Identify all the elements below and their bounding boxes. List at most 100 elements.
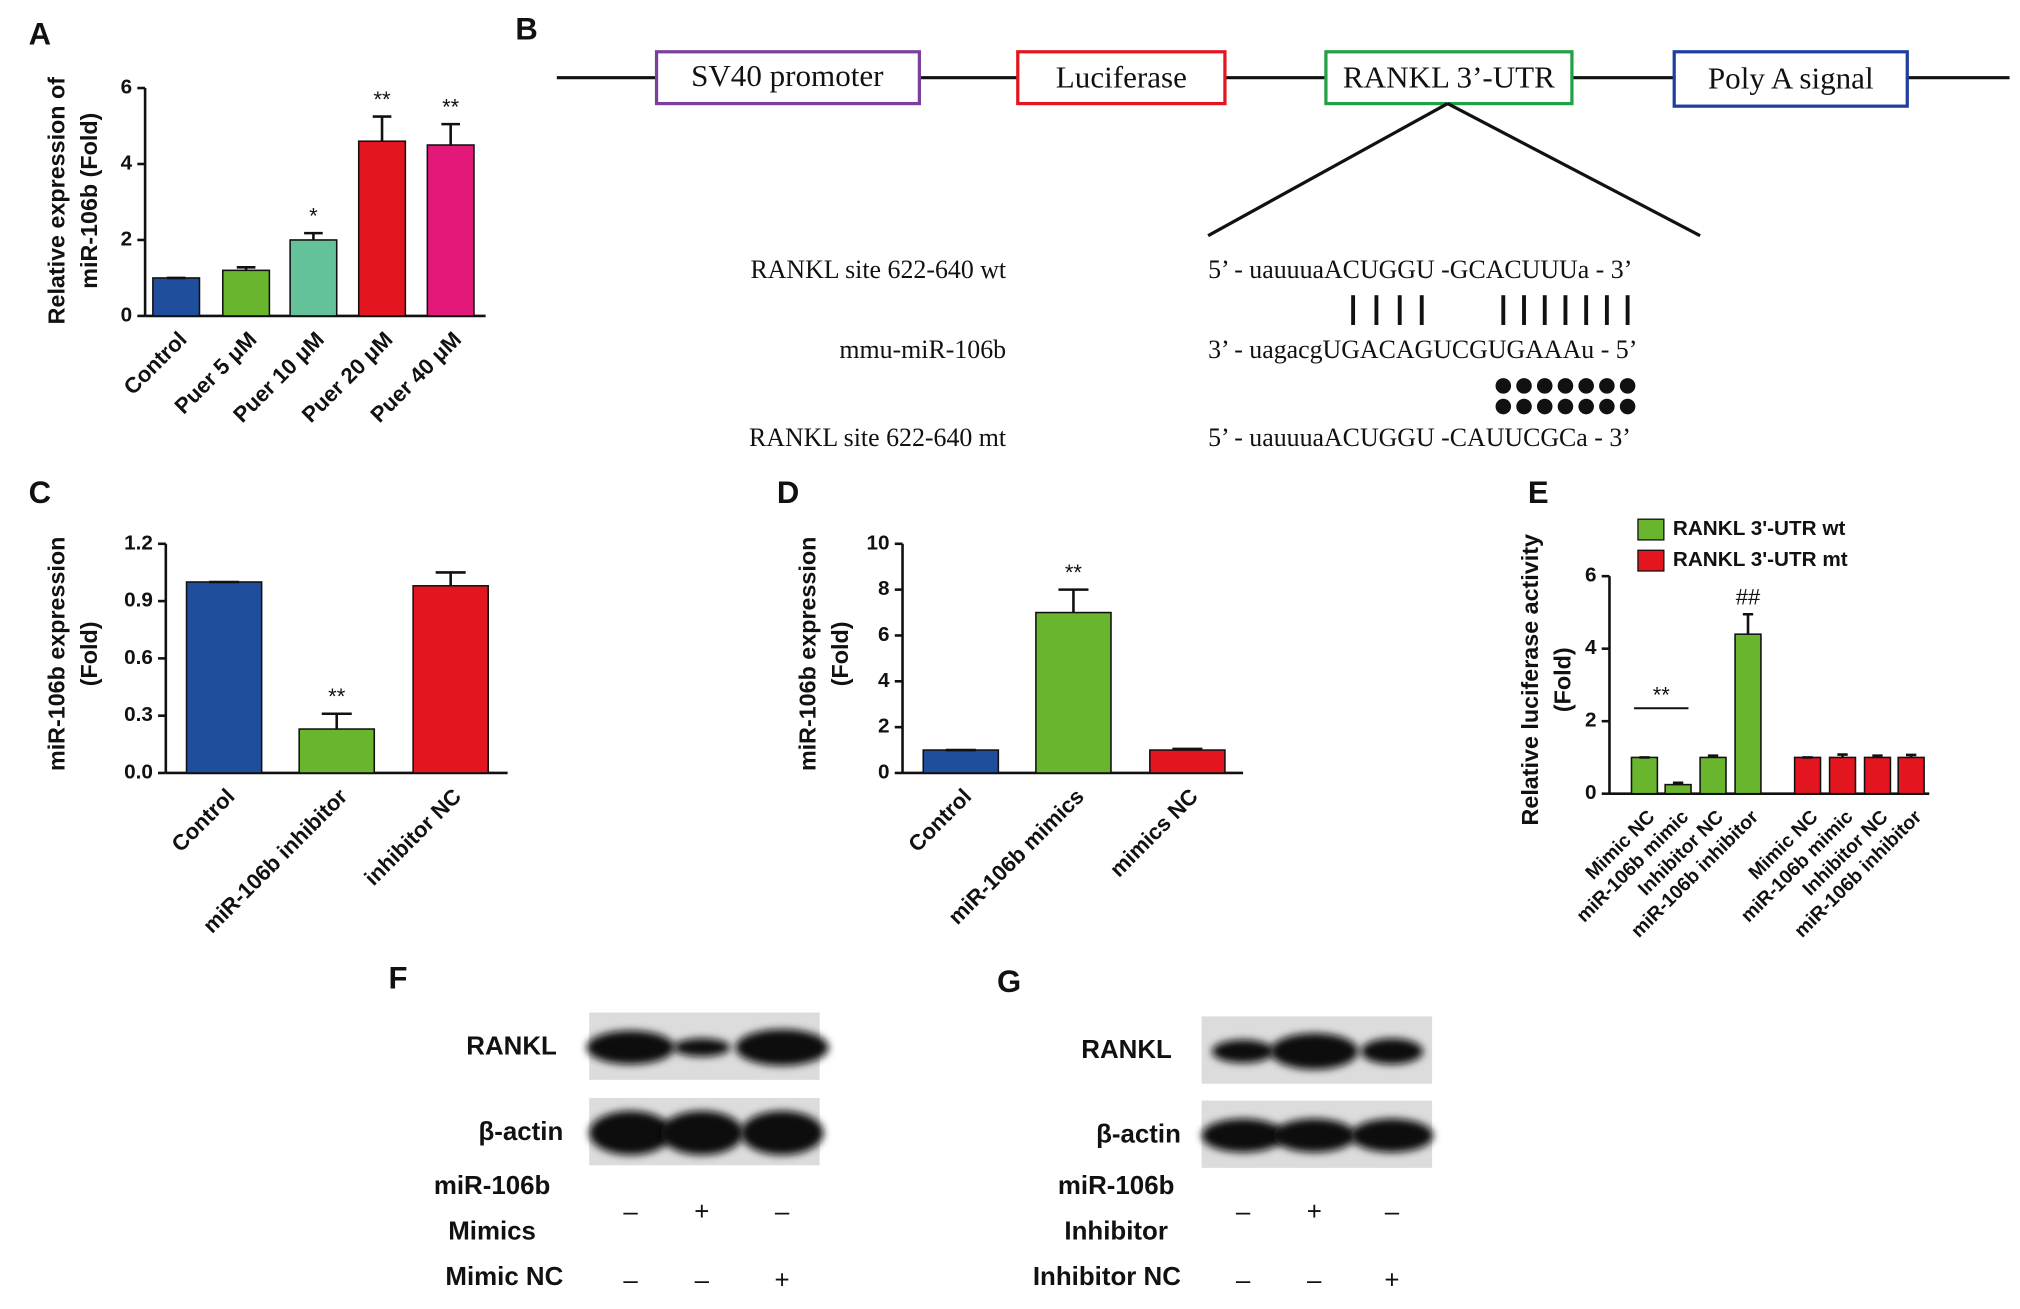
row-label: RANKL site 622-640 wt (750, 255, 1006, 284)
bar (412, 585, 489, 774)
y-axis-label: (Fold) (827, 622, 853, 687)
band (660, 1110, 744, 1155)
panel-label: B (515, 11, 537, 46)
y-tick-label: 0 (1585, 781, 1597, 804)
y-tick-label: 4 (878, 669, 890, 692)
panel-label: F (389, 960, 408, 995)
panel-label: E (1528, 475, 1549, 510)
error-bar (321, 712, 352, 730)
band (1201, 1118, 1285, 1153)
band (1360, 1038, 1424, 1065)
element-label: SV40 promoter (691, 58, 884, 93)
element-label: Poly A signal (1708, 61, 1874, 96)
y-tick-label: 2 (1585, 709, 1597, 732)
y-tick-label: 0.3 (124, 703, 153, 726)
zoom-line (1446, 102, 1701, 238)
y-tick-label: 0.0 (124, 760, 153, 783)
band (1211, 1039, 1275, 1063)
error-bar (236, 266, 256, 271)
legend-label: RANKL 3'-UTR wt (1673, 517, 1846, 540)
error-bar (1872, 754, 1883, 758)
y-axis-label: Relative expression of (44, 77, 70, 325)
bar (1699, 756, 1727, 795)
significance: ** (1065, 560, 1083, 585)
pair-dot (1619, 398, 1636, 415)
pair-dot (1495, 378, 1512, 394)
pair-dot (1557, 378, 1574, 394)
sign: – (1307, 1267, 1322, 1295)
error-bar (1058, 588, 1089, 613)
sequence: 5’ - uauuuaACUGGU -CAUUCGCa - 3’ (1208, 423, 1631, 452)
y-tick-label: 4 (1585, 636, 1597, 659)
y-tick-label: 0.9 (124, 589, 153, 612)
band (1270, 1033, 1359, 1070)
significance: ** (328, 684, 346, 709)
sequence: 5’ - uauuuaACUGGU -GCACUUUa - 3’ (1208, 255, 1632, 284)
error-bar (1172, 747, 1203, 751)
bar (185, 581, 263, 774)
pair-dot (1599, 398, 1615, 415)
sign: + (1384, 1267, 1399, 1295)
y-tick-label: 2 (878, 715, 890, 738)
pair-dot (1495, 398, 1512, 415)
sign: + (1307, 1198, 1322, 1226)
band (589, 1110, 673, 1155)
y-tick-label: 0 (878, 760, 890, 783)
bar (289, 239, 338, 317)
error-bar (1742, 612, 1754, 635)
y-tick-label: 2 (121, 227, 133, 250)
y-tick-label: 4 (121, 151, 133, 174)
band (1350, 1118, 1434, 1153)
significance: ## (1736, 585, 1761, 610)
significance: ** (1653, 682, 1671, 707)
sign: – (623, 1267, 638, 1295)
sequence: 3’ - uagacgUGACAGUCGUGAAAu - 5’ (1208, 335, 1637, 364)
luciferase-box (1016, 50, 1227, 106)
bar (1035, 611, 1112, 774)
error-bar (1707, 754, 1719, 758)
legend-label: RANKL 3'-UTR mt (1673, 548, 1848, 571)
sign: – (695, 1267, 710, 1295)
band (740, 1110, 824, 1155)
y-tick-label: 8 (878, 577, 890, 600)
error-bar (1672, 781, 1684, 785)
pair-dot (1599, 378, 1615, 394)
pair-dot (1536, 378, 1553, 394)
bar (1897, 756, 1925, 795)
protein-label: β-actin (1096, 1120, 1181, 1148)
panel-label: D (777, 475, 799, 510)
pair-dot (1578, 378, 1594, 394)
bar (922, 749, 1000, 774)
row-label: mmu-miR-106b (839, 335, 1006, 364)
bar (1149, 749, 1226, 774)
y-tick-label: 0 (121, 303, 133, 326)
x-tick-label: inhibitor NC (359, 784, 466, 891)
bar (357, 140, 407, 317)
promoter-box (654, 50, 921, 106)
band (673, 1038, 731, 1057)
significance: ** (373, 87, 391, 112)
row-label: RANKL site 622-640 mt (749, 423, 1007, 452)
pair-dot (1619, 378, 1636, 394)
condition-label: Inhibitor NC (1033, 1263, 1181, 1291)
error-bar (1837, 753, 1848, 758)
sign: + (694, 1198, 709, 1226)
sign: – (1236, 1267, 1251, 1295)
panel-label: A (29, 16, 51, 51)
condition-label: Mimics (448, 1217, 536, 1245)
element-label: RANKL 3’-UTR (1343, 59, 1555, 94)
band (1272, 1118, 1356, 1153)
pair-dot (1557, 398, 1574, 415)
y-tick-label: 6 (121, 76, 133, 99)
y-axis-label: (Fold) (76, 622, 102, 687)
y-axis-label: (Fold) (1549, 647, 1575, 712)
condition-label: Mimic NC (445, 1263, 563, 1291)
legend-swatch (1637, 549, 1665, 572)
sign: + (775, 1267, 790, 1295)
pair-dot (1516, 398, 1532, 415)
zoom-line (1207, 102, 1449, 238)
y-axis-label: Relative luciferase activity (1517, 534, 1543, 825)
protein-label: RANKL (466, 1032, 557, 1060)
